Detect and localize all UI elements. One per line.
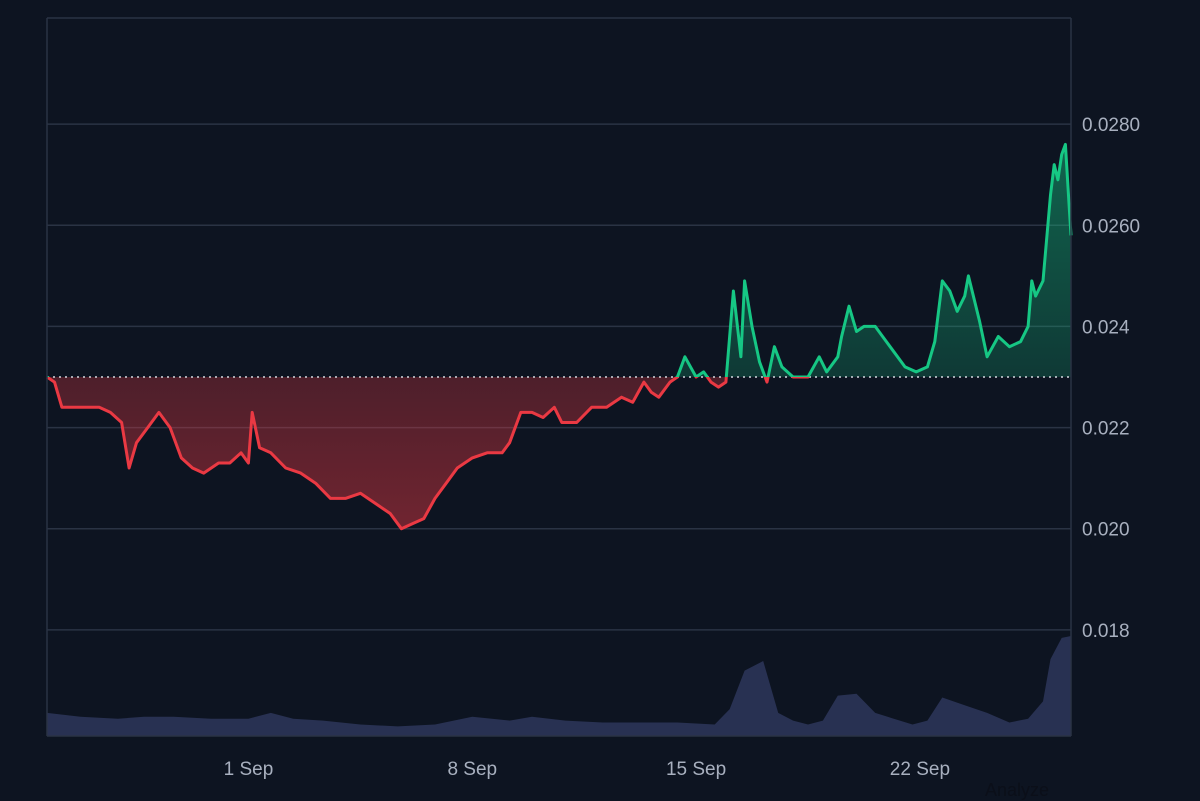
fill-below-baseline [47, 377, 1071, 529]
x-tick-label: 8 Sep [447, 759, 497, 780]
x-axis-labels: 1 Sep 8 Sep 15 Sep 22 Sep [224, 759, 950, 780]
analyze-link[interactable]: Analyze [985, 780, 1050, 800]
price-fill-area [47, 144, 1071, 529]
price-line [46, 142, 1073, 531]
y-axis-labels: 0.0280 0.0260 0.024 0.022 0.020 0.018 [1082, 115, 1140, 642]
volume-bars [47, 636, 1071, 736]
x-tick-label: 1 Sep [224, 759, 274, 780]
fill-above-baseline [47, 144, 1071, 377]
y-tick-label: 0.020 [1082, 520, 1130, 541]
x-tick-label: 22 Sep [890, 759, 950, 780]
y-tick-label: 0.022 [1082, 419, 1130, 440]
plot-frame [46, 17, 1072, 737]
y-tick-label: 0.024 [1082, 317, 1130, 338]
y-tick-label: 0.0280 [1082, 115, 1140, 136]
price-line-below [46, 377, 810, 531]
y-tick-label: 0.0260 [1082, 216, 1140, 237]
y-tick-label: 0.018 [1082, 621, 1130, 642]
price-line-above [47, 142, 1073, 377]
x-tick-label: 15 Sep [666, 759, 726, 780]
volume-area [47, 636, 1071, 736]
